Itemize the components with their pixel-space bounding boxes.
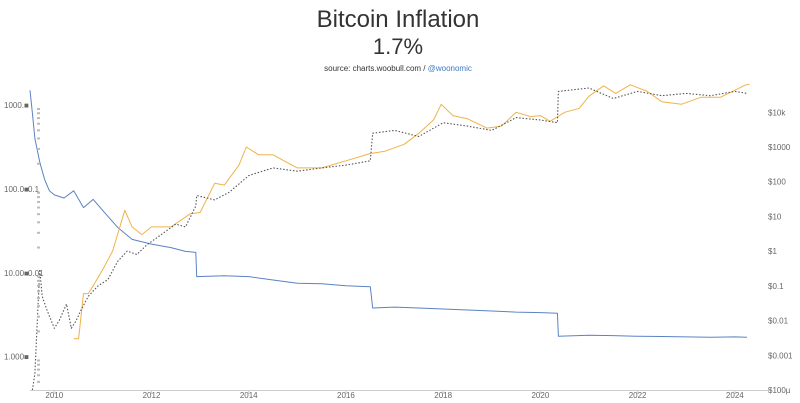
left-tick-label: 100.0■ bbox=[4, 185, 29, 194]
x-tick-label: 2022 bbox=[629, 391, 647, 400]
left-minor-tick-mark bbox=[37, 206, 40, 209]
left-minor-tick-mark bbox=[37, 129, 40, 132]
left-minor-tick-mark bbox=[37, 363, 40, 366]
left-minor-tick-mark bbox=[37, 305, 40, 308]
axis-layer: 2010 2012 2014 2016 2018 2020 2022 2024 1000.■ 10… bbox=[4, 101, 793, 400]
left-minor-tick-mark bbox=[37, 231, 40, 234]
left-minor-tick-mark bbox=[37, 368, 40, 371]
left-minor-tick-mark bbox=[37, 221, 40, 224]
left-minor-tick-mark bbox=[37, 374, 40, 377]
left-minor-tick-mark bbox=[37, 315, 40, 318]
x-tick-label: 2024 bbox=[726, 391, 744, 400]
left-minor-tick-mark bbox=[37, 213, 40, 216]
left-minor-tick-mark bbox=[37, 359, 40, 362]
left-tick-label: 10.00■ bbox=[4, 269, 29, 278]
inflation-line bbox=[29, 90, 748, 338]
plot-layer bbox=[29, 83, 750, 391]
left-minor-tick-mark bbox=[37, 162, 40, 165]
price-line bbox=[73, 83, 750, 340]
left-minor-tick-mark bbox=[37, 246, 40, 249]
right-tick-label: $1 bbox=[768, 247, 777, 256]
left-minor-tick-mark bbox=[37, 380, 40, 383]
left-minor-tick-mark bbox=[37, 107, 40, 110]
right-tick-label: $10 bbox=[768, 212, 782, 221]
chart-title: Bitcoin Inflation bbox=[317, 6, 480, 33]
left-minor-tick-mark bbox=[37, 122, 40, 125]
left-minor-tick-mark bbox=[37, 196, 40, 199]
left-tick-label: 1.000■ bbox=[4, 353, 29, 362]
left-minor-tick-mark bbox=[37, 275, 40, 278]
right-tick-label: $100µ bbox=[768, 386, 791, 395]
left-minor-tick-mark bbox=[37, 279, 40, 282]
right-tick-label: $0.001 bbox=[768, 351, 793, 360]
source-handle-link[interactable]: @woonomic bbox=[428, 64, 472, 73]
right-tick-label: $10k bbox=[768, 108, 786, 117]
left-minor-tick-mark bbox=[37, 290, 40, 293]
left-minor-tick-label: 0.01 bbox=[28, 269, 44, 278]
source-prefix: source: charts.woobull.com / bbox=[324, 64, 428, 73]
left-minor-tick-mark bbox=[37, 191, 40, 194]
x-tick-label: 2014 bbox=[240, 391, 258, 400]
left-minor-tick-mark bbox=[37, 117, 40, 120]
x-tick-label: 2018 bbox=[434, 391, 452, 400]
left-minor-tick-mark bbox=[37, 200, 40, 203]
right-tick-label: $0.01 bbox=[768, 317, 789, 326]
source-line: source: charts.woobull.com / @woonomic bbox=[324, 64, 472, 73]
left-minor-tick-mark bbox=[37, 147, 40, 150]
left-minor-tick-mark bbox=[37, 284, 40, 287]
x-tick-label: 2016 bbox=[337, 391, 355, 400]
left-minor-tick-label: 0.1 bbox=[28, 185, 40, 194]
left-tick-label: 1000.■ bbox=[4, 101, 29, 110]
left-minor-tick-mark bbox=[37, 330, 40, 333]
right-tick-label: $0.1 bbox=[768, 282, 784, 291]
x-tick-label: 2010 bbox=[45, 391, 63, 400]
left-minor-tick-mark bbox=[37, 137, 40, 140]
left-minor-tick-mark bbox=[37, 297, 40, 300]
right-tick-label: $1000 bbox=[768, 143, 791, 152]
fair-value-line bbox=[31, 87, 748, 391]
x-tick-label: 2020 bbox=[531, 391, 549, 400]
chart-subtitle: 1.7% bbox=[373, 34, 423, 59]
x-tick-label: 2012 bbox=[143, 391, 161, 400]
right-tick-label: $100 bbox=[768, 178, 786, 187]
left-minor-tick-mark bbox=[37, 112, 40, 115]
